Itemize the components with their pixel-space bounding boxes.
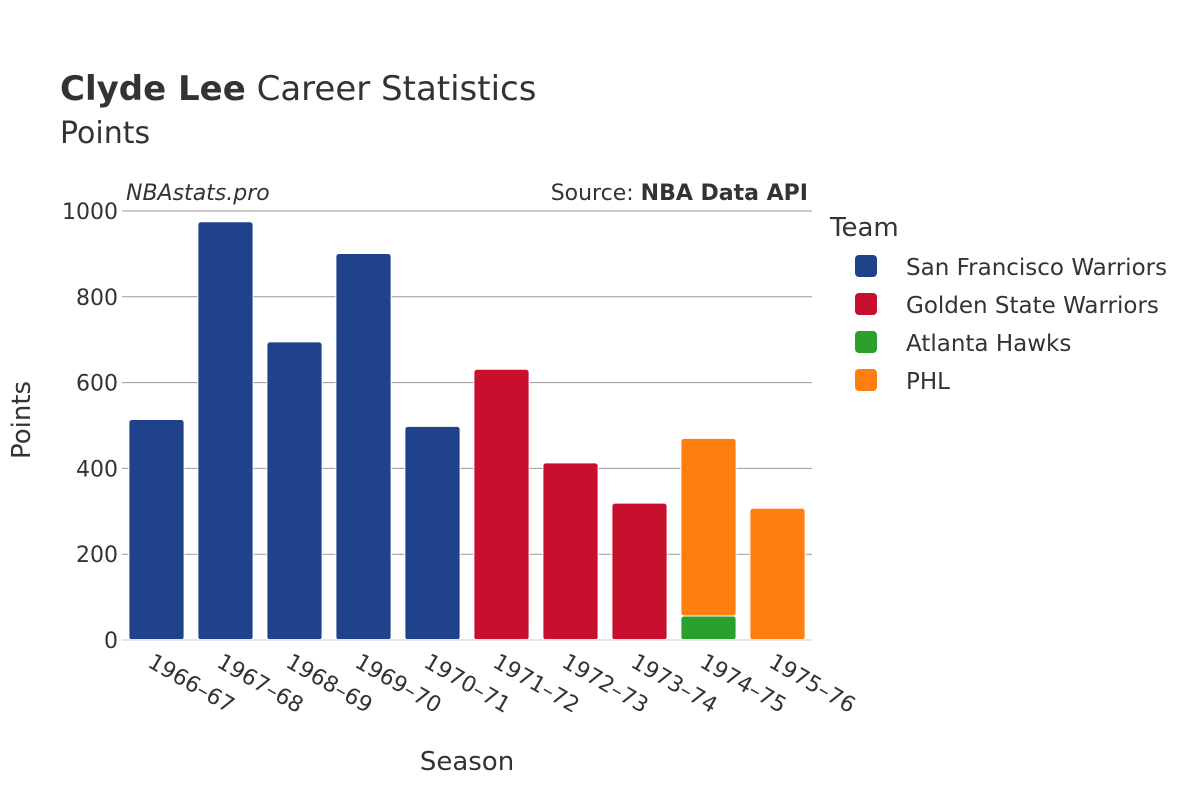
- chart-title-rest: Career Statistics: [246, 69, 537, 109]
- bar-1966–67-san-francisco-warriors: [128, 418, 185, 641]
- bar-1974–75-atlanta-hawks: [680, 615, 737, 641]
- chart-title: Clyde Lee Career Statistics: [60, 69, 536, 109]
- bar-1974–75-phl: [680, 437, 737, 617]
- y-tick-label: 800: [76, 286, 118, 311]
- source-prefix: Source:: [551, 181, 641, 206]
- bar-1972–73-golden-state-warriors: [542, 462, 599, 641]
- bar-1968–69-san-francisco-warriors: [266, 341, 323, 641]
- x-axis-label: Season: [420, 747, 514, 777]
- chart-subtitle: Points: [60, 116, 150, 151]
- y-tick-label: 0: [104, 629, 118, 654]
- legend-swatch: [855, 369, 877, 391]
- source-text: Source: NBA Data API: [551, 181, 808, 206]
- legend: Team San Francisco Warriors Golden State …: [829, 213, 1167, 395]
- watermark-text: NBAstats.pro: [126, 181, 270, 206]
- y-axis-label: Points: [7, 381, 37, 459]
- bar-series: [128, 221, 806, 641]
- legend-label: San Francisco Warriors: [906, 255, 1167, 281]
- legend-title: Team: [829, 213, 899, 243]
- chart-title-player: Clyde Lee: [60, 69, 246, 109]
- legend-label: PHL: [906, 369, 950, 395]
- legend-swatch: [855, 293, 877, 315]
- bar-1975–76-phl: [749, 507, 806, 641]
- bar-1970–71-san-francisco-warriors: [404, 425, 461, 641]
- legend-swatch: [855, 331, 877, 353]
- x-tick-labels: 1966–671967–681968–691969–701970–711971–…: [144, 650, 860, 719]
- bar-1967–68-san-francisco-warriors: [197, 221, 254, 641]
- y-tick-label: 400: [76, 457, 118, 482]
- legend-swatch: [855, 255, 877, 277]
- bar-1969–70-san-francisco-warriors: [335, 252, 392, 641]
- legend-label: Atlanta Hawks: [906, 331, 1071, 357]
- y-tick-label: 600: [76, 372, 118, 397]
- legend-label: Golden State Warriors: [906, 293, 1159, 319]
- source-name: NBA Data API: [641, 181, 808, 206]
- y-tick-label: 1000: [62, 200, 118, 225]
- bar-1971–72-golden-state-warriors: [473, 368, 530, 641]
- y-tick-label: 200: [76, 543, 118, 568]
- y-tick-labels: 0 200 400 600 800 1000: [62, 200, 118, 654]
- bar-1973–74-golden-state-warriors: [611, 502, 668, 641]
